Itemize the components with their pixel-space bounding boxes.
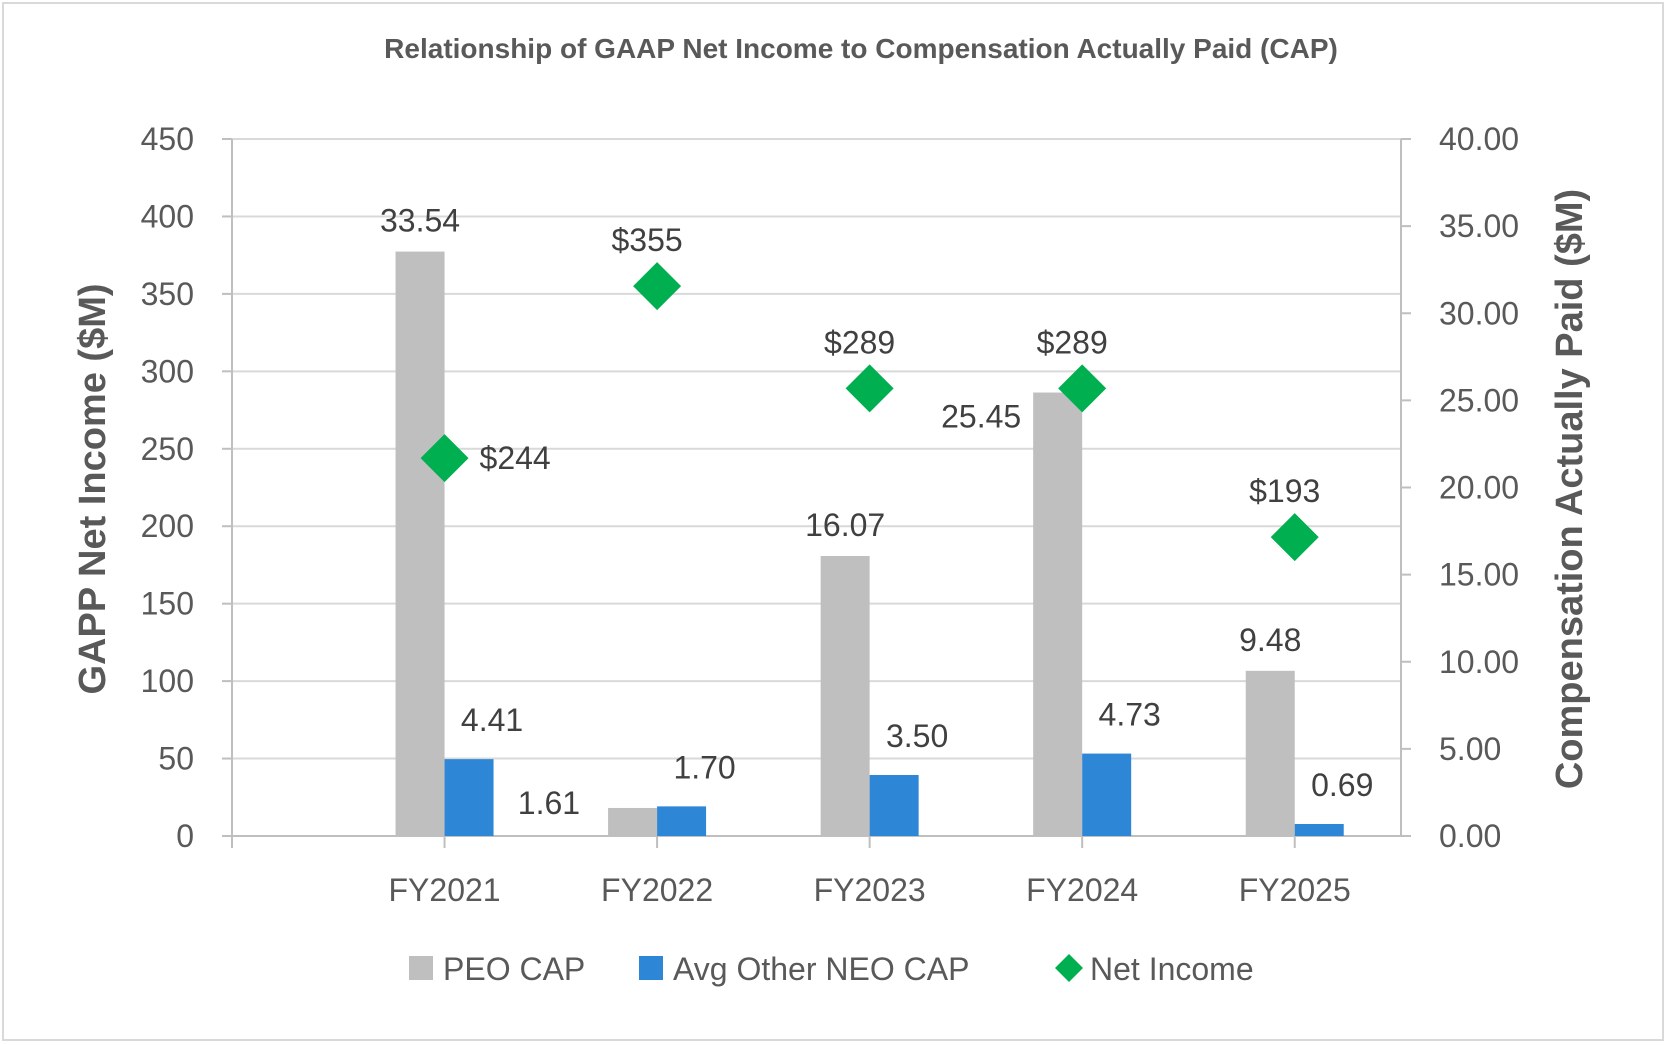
left-tick-label: 400 (141, 198, 194, 234)
avg-other-neo-cap-label: 4.41 (461, 702, 523, 738)
peo-cap-label: 25.45 (941, 399, 1021, 435)
legend-swatch (639, 956, 663, 980)
avg-other-neo-cap-label: 1.70 (673, 749, 735, 785)
legend-swatch (409, 956, 433, 980)
net-income-marker (1270, 513, 1319, 562)
right-tick-label: 5.00 (1439, 731, 1501, 767)
category-label: FY2023 (814, 872, 926, 908)
peo-cap-label: 1.61 (518, 785, 580, 821)
net-income-label: $244 (480, 440, 551, 476)
left-tick-label: 450 (141, 121, 194, 157)
net-income-marker (420, 434, 469, 483)
left-tick-label: 300 (141, 353, 194, 389)
left-tick-label: 0 (176, 818, 194, 854)
category-label: FY2024 (1026, 872, 1138, 908)
peo-cap-bar (395, 251, 445, 837)
net-income-label: $193 (1249, 473, 1320, 509)
left-axis-title: GAPP Net Income ($M) (72, 283, 114, 694)
peo-cap-bar (820, 555, 870, 836)
right-tick-label: 15.00 (1439, 557, 1519, 593)
right-tick-label: 0.00 (1439, 818, 1501, 854)
left-tick-label: 200 (141, 508, 194, 544)
legend: PEO CAP Avg Other NEO CAP Net Income (409, 951, 1254, 987)
peo-cap-label: 9.48 (1239, 622, 1301, 658)
net-income-label: $289 (1037, 324, 1108, 360)
left-tick-label: 250 (141, 431, 194, 467)
left-tick-label: 150 (141, 586, 194, 622)
right-axis-title: Compensation Actually Paid ($M) (1549, 189, 1591, 789)
net-income-label: $289 (824, 324, 895, 360)
bars (395, 251, 1344, 837)
avg-other-neo-cap-bar (444, 759, 494, 836)
right-tick-label: 30.00 (1439, 295, 1519, 331)
legend-label: PEO CAP (443, 951, 585, 987)
net-income-marker (633, 262, 682, 311)
legend-item: PEO CAP (409, 951, 585, 987)
right-tick-label: 20.00 (1439, 470, 1519, 506)
category-label: FY2022 (601, 872, 713, 908)
net-income-markers (420, 262, 1319, 562)
avg-other-neo-cap-label: 0.69 (1311, 767, 1373, 803)
right-axis-ticks: 0.00 5.00 10.00 15.00 20.00 25.00 30.00 35.00 40… (1439, 121, 1519, 854)
avg-other-neo-cap-bar (657, 806, 707, 836)
avg-other-neo-cap-bar (1294, 823, 1344, 836)
legend-item: Avg Other NEO CAP (639, 951, 969, 987)
data-labels: 33.54 1.61 16.07 25.45 9.48 4.41 1.70 3.50 4.73 0… (380, 203, 1373, 821)
legend-swatch (1055, 954, 1083, 982)
avg-other-neo-cap-bar (869, 775, 919, 836)
cap-chart: Relationship of GAAP Net Income to Compe… (72, 33, 1591, 987)
right-tick-label: 35.00 (1439, 208, 1519, 244)
peo-cap-bar (1245, 670, 1295, 836)
avg-other-neo-cap-label: 3.50 (886, 718, 948, 754)
legend-label: Avg Other NEO CAP (673, 951, 969, 987)
right-tick-label: 10.00 (1439, 644, 1519, 680)
left-tick-label: 350 (141, 276, 194, 312)
legend-item: Net Income (1055, 951, 1254, 987)
left-tick-label: 50 (158, 741, 194, 777)
net-income-label: $355 (611, 222, 682, 258)
left-axis-ticks: 0 50 100 150 200 250 300 350 400 450 (141, 121, 194, 854)
avg-other-neo-cap-label: 4.73 (1099, 697, 1161, 733)
peo-cap-bar (1033, 392, 1083, 836)
category-labels: FY2021 FY2022 FY2023 FY2024 FY2025 (389, 872, 1351, 908)
net-income-marker (1058, 364, 1107, 413)
peo-cap-label: 16.07 (805, 507, 885, 543)
category-label: FY2021 (389, 872, 501, 908)
net-income-marker (845, 364, 894, 413)
peo-cap-bar (608, 807, 658, 836)
chart-title: Relationship of GAAP Net Income to Compe… (384, 33, 1338, 64)
avg-other-neo-cap-bar (1082, 753, 1132, 836)
legend-label: Net Income (1090, 951, 1254, 987)
peo-cap-label: 33.54 (380, 203, 460, 239)
right-tick-label: 25.00 (1439, 382, 1519, 418)
left-tick-label: 100 (141, 663, 194, 699)
right-tick-label: 40.00 (1439, 121, 1519, 157)
category-label: FY2025 (1239, 872, 1351, 908)
